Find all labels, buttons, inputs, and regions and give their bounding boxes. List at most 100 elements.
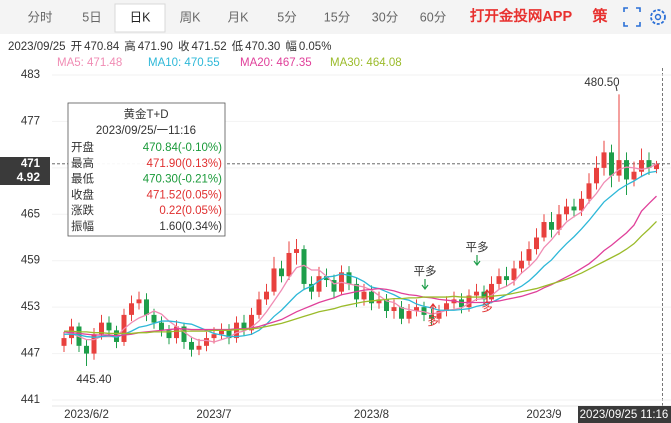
info-value: 470.84 [84,41,120,53]
high-annotation: 480.50 [584,77,619,89]
x-tick-label: 2023/6/2 [64,409,109,421]
price-box-label: 4.92 [17,170,41,184]
candle-body [526,249,532,261]
candle-body [144,299,149,315]
signal-label: 平多 [414,264,437,278]
info-label: 幅 [285,40,297,53]
signal-label: 多 [481,300,493,314]
candle-body [429,314,434,319]
settings-icon[interactable] [650,9,666,25]
tooltip-label: 收盘 [71,187,94,201]
candle-body [189,341,194,350]
tab[interactable]: 30分 [372,10,398,24]
tab[interactable]: 5日 [82,10,101,24]
candle-body [481,291,487,300]
candle-body [91,334,97,354]
candle-body [436,311,442,319]
tooltip-value: 471.52(0.05%) [147,189,223,201]
tooltip-label: 最高 [71,156,94,170]
signal-arrow [483,289,491,302]
candle-body [631,171,637,180]
strategy-icon[interactable]: 策 [591,7,608,25]
y-tick-label: 483 [21,69,40,81]
candle-body [391,307,397,312]
tab[interactable]: 15分 [324,10,350,24]
candle-body [541,222,547,238]
candle-body [594,167,599,184]
candle-body [279,268,284,277]
tab[interactable]: 分时 [27,10,53,24]
tab[interactable]: 周K [180,10,202,24]
cursor-label-box [578,406,671,423]
tooltip-value: 0.22(0.05%) [159,205,222,217]
tooltip-label: 涨跌 [71,203,94,217]
tooltip-label: 开盘 [71,140,94,154]
candle-body [159,322,164,331]
tab[interactable]: 60分 [420,10,446,24]
ma-line [64,220,657,335]
tab[interactable]: 月K [228,10,250,24]
candle-body [61,338,67,346]
info-date: 2023/09/25 [8,41,66,53]
y-tick-label: 459 [21,255,40,267]
signal-label: 多 [427,314,439,328]
candle-body [106,322,112,331]
candle-body [496,276,502,284]
tab[interactable]: 日K [130,10,152,24]
candle-body [624,160,629,180]
signal-label: 平多 [466,240,489,254]
candle-body [406,311,412,319]
candle-body [99,322,104,335]
y-tick-label: 447 [21,348,40,360]
candle-body [519,260,524,269]
tab-selected-bg [114,3,166,33]
tooltip-date: 2023/09/25/一11:16 [96,125,196,137]
candle-body [84,345,89,354]
candle-body [166,330,172,339]
ma-line [64,170,657,338]
tab[interactable]: 5分 [277,10,296,24]
candle-body [264,291,269,300]
candle-body [376,299,382,304]
tooltip-title: 黄金T+D [123,107,168,121]
candle-body [369,291,374,304]
tab-bar [0,0,671,34]
info-value: 471.52 [191,41,226,53]
tooltip-value: 470.30(-0.21%) [143,174,222,186]
candle-body [421,307,427,315]
y-tick-label: 471 [21,158,41,170]
legend-entry: MA10: 470.55 [148,57,220,69]
y-tick-label: 465 [21,208,40,220]
y-tick-label: 441 [21,394,40,406]
candle-body [196,345,202,350]
ma-line [63,163,657,343]
candle-body [556,214,562,230]
info-value: 471.90 [138,41,173,53]
candle-body [316,276,322,292]
app-link[interactable]: 打开金投网APP [470,7,573,25]
candle-body [511,268,517,281]
candle-body [579,198,584,211]
candle-body [151,314,157,323]
info-label: 开 [71,41,83,53]
cursor-label: 2023/09/25 11:16 [580,409,669,421]
candle-body [226,330,232,339]
candle-body [309,283,314,292]
candle-body [616,160,622,176]
fullscreen-icon[interactable] [623,7,641,27]
candle-body [286,252,292,277]
candle-body [249,314,254,331]
candle-body [294,249,299,253]
candle-body [219,330,224,335]
low-annotation: 445.40 [76,374,111,386]
tooltip-label: 振幅 [71,219,94,233]
candle-body [549,222,554,230]
x-tick-label: 2023/7 [196,409,231,421]
price-box [0,157,50,185]
legend-entry: MA30: 464.08 [330,57,402,69]
y-tick-label: 477 [21,115,40,127]
candle-body [504,276,509,281]
info-label: 高 [124,39,136,53]
info-label: 低 [232,40,244,53]
